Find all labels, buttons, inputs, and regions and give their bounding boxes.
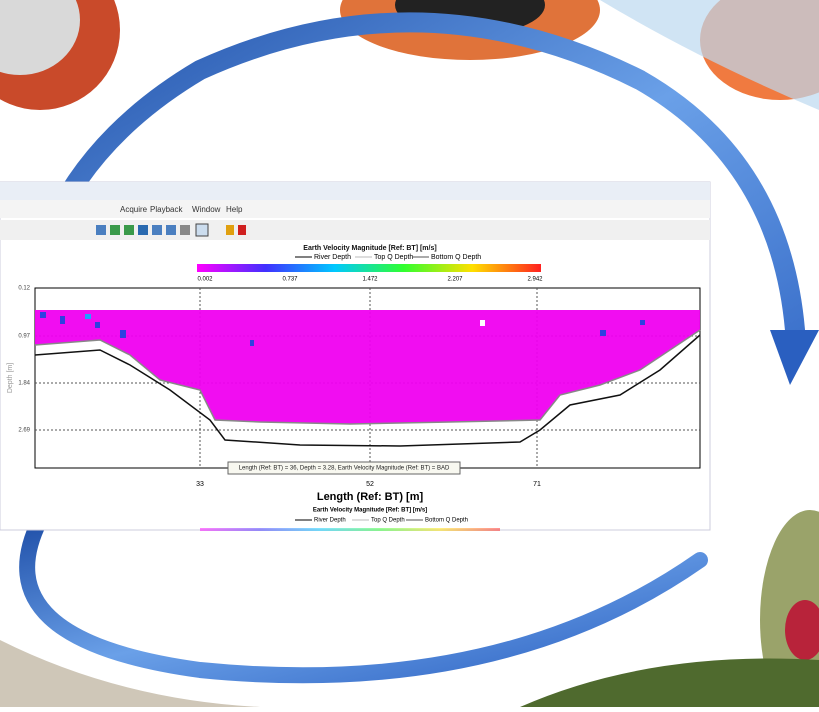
menu-item[interactable]: Window — [192, 205, 221, 214]
colorbar — [197, 264, 541, 272]
x-tick-label: 52 — [366, 481, 374, 488]
menu-item[interactable]: Playback — [150, 205, 183, 214]
river-depth — [34, 334, 701, 447]
colorbar-tick: 1.472 — [362, 277, 378, 283]
menu-item[interactable]: Help — [226, 205, 243, 214]
x-tick-label: 71 — [533, 481, 541, 488]
y-axis-label: Depth [m] — [7, 363, 14, 393]
toolbar — [96, 223, 246, 237]
menu-item[interactable]: Acquire — [120, 205, 148, 214]
legend-entry: Top Q Depth — [374, 254, 413, 261]
arrow-head — [770, 330, 819, 385]
caption-legend: Bottom Q Depth — [425, 518, 468, 524]
velocity-contour — [35, 310, 700, 424]
top-q-depth — [34, 329, 701, 425]
colorbar-tick: 0.737 — [282, 277, 298, 283]
tooltip-text: Length (Ref: BT) = 36, Depth = 3.28, Ear… — [239, 466, 450, 472]
velocity-cells — [40, 312, 645, 346]
x-tick-label: 33 — [196, 481, 204, 488]
caption-title: Earth Velocity Magnitude [Ref: BT] [m/s] — [313, 508, 427, 514]
colorbar-tick: 0.002 — [197, 277, 213, 283]
colorbar-tick: 2.942 — [527, 277, 543, 283]
plot-title: Earth Velocity Magnitude [Ref: BT] [m/s] — [303, 245, 436, 252]
app-window: Acquire Playback Window Help Earth Veloc… — [0, 181, 711, 531]
y-tick-label: 0.12 — [18, 286, 30, 292]
y-tick-label: 0.97 — [18, 334, 30, 340]
colorbar-tick: 2.207 — [447, 277, 463, 283]
legend-entry: Bottom Q Depth — [431, 254, 481, 261]
x-axis-label: Length (Ref: BT) [m] — [317, 491, 424, 503]
caption-legend: Top Q Depth — [371, 518, 405, 524]
legend-entry: River Depth — [314, 254, 351, 261]
y-tick-label: 2.69 — [18, 428, 30, 434]
tooltip — [227, 461, 461, 475]
caption-legend: River Depth — [314, 518, 346, 524]
y-tick-label: 1.84 — [18, 381, 30, 387]
